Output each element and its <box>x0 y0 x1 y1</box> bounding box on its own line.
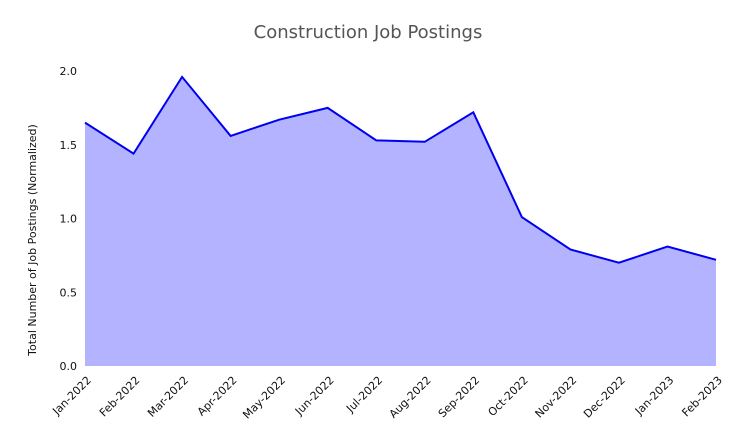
x-tick-label: Aug-2022 <box>387 374 434 421</box>
x-tick-label: Mar-2022 <box>145 374 191 420</box>
y-tick-label: 1.0 <box>60 213 78 226</box>
x-tick-label: Oct-2022 <box>486 374 531 419</box>
x-tick-label: Sep-2022 <box>436 374 482 420</box>
y-tick-label: 0.0 <box>60 360 78 373</box>
y-tick-label: 2.0 <box>60 65 78 78</box>
area-fill <box>85 76 716 367</box>
x-tick-label: Jan-2022 <box>49 374 93 418</box>
x-tick-label: Jan-2023 <box>632 374 676 418</box>
y-axis-label: Total Number of Job Postings (Normalized… <box>26 124 39 357</box>
x-tick-label: Jun-2022 <box>292 374 337 419</box>
x-tick-label: Nov-2022 <box>533 374 580 421</box>
x-tick-label: Jul-2022 <box>343 374 385 416</box>
y-tick-label: 0.5 <box>60 286 78 299</box>
x-tick-label: Apr-2022 <box>195 374 240 419</box>
chart-title: Construction Job Postings <box>254 22 483 43</box>
x-tick-label: Feb-2023 <box>679 374 725 420</box>
area-line <box>84 75 717 264</box>
y-tick-label: 1.5 <box>60 139 78 152</box>
x-tick-label: Dec-2022 <box>581 374 628 421</box>
x-tick-label: Feb-2022 <box>97 374 143 420</box>
x-tick-label: May-2022 <box>240 374 288 422</box>
